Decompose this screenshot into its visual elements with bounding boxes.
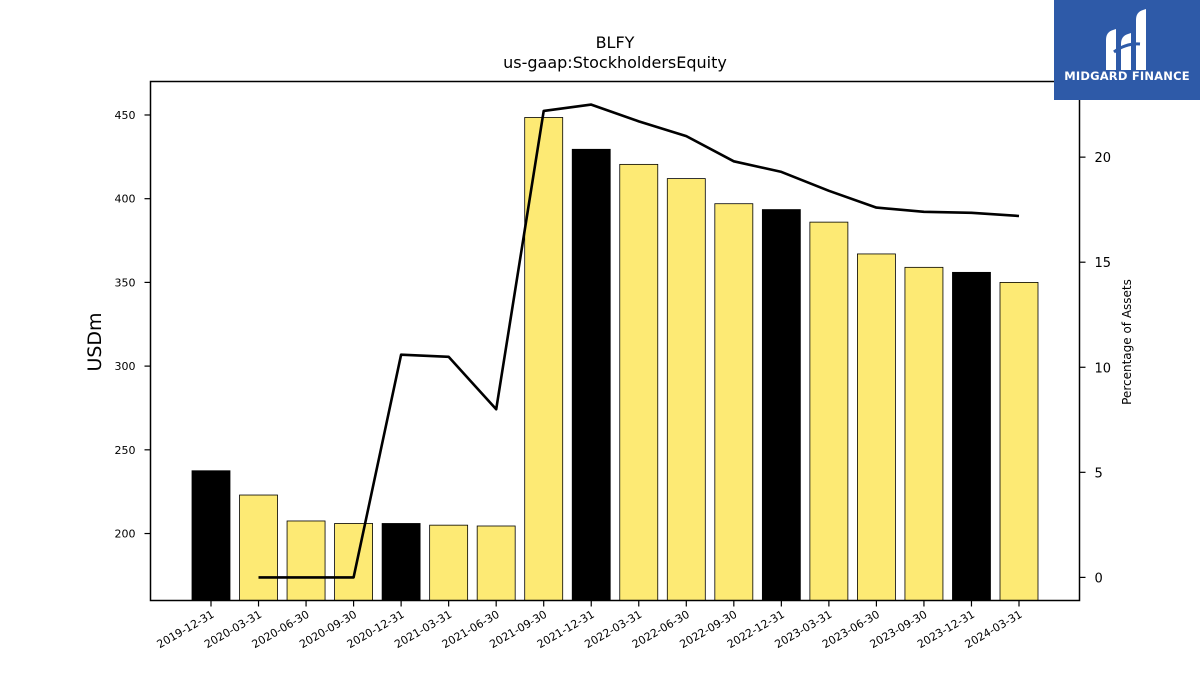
y2-tick-label: 5: [1095, 466, 1103, 481]
bar: [999, 282, 1039, 601]
series-line: [258, 103, 1020, 579]
midgard-finance-logo: MIDGARD FINANCE: [1054, 0, 1200, 100]
logo-mark-icon: [1106, 9, 1146, 70]
y-tick-label: 450: [115, 109, 136, 122]
bar: [571, 148, 611, 601]
bar: [761, 209, 801, 601]
bar: [619, 163, 659, 601]
bar: [857, 253, 896, 601]
line-group: [258, 103, 1020, 579]
chart-title: BLFY: [596, 33, 635, 52]
bar: [381, 523, 421, 601]
plot-frame: [149, 80, 1081, 602]
x-axis-ticks: 2019-12-312020-03-312020-06-302020-09-30…: [155, 600, 1025, 651]
y-tick-label: 250: [115, 444, 136, 457]
chart-subtitle: us-gaap:StockholdersEquity: [503, 53, 727, 72]
y-axis-label: USDm: [84, 312, 106, 371]
y-tick-label: 200: [115, 528, 136, 541]
logo-text: MIDGARD FINANCE: [1064, 69, 1190, 83]
bar: [429, 524, 469, 601]
y2-axis-label: Percentage of Assets: [1120, 279, 1134, 405]
bar: [191, 470, 231, 601]
bar: [239, 494, 278, 601]
bar: [904, 266, 944, 601]
y2-tick-label: 10: [1095, 361, 1112, 376]
y2-tick-label: 15: [1095, 256, 1112, 271]
bar: [714, 203, 754, 601]
y2-tick-label: 20: [1095, 151, 1112, 166]
y-tick-label: 350: [115, 276, 136, 289]
y2-tick-label: 0: [1095, 571, 1103, 586]
bar: [286, 520, 326, 601]
bar: [952, 271, 991, 601]
bar: [334, 523, 373, 601]
y-tick-label: 300: [115, 360, 136, 373]
left-axis-ticks: 200 250 300 350 400 450: [115, 109, 151, 541]
right-axis-ticks: 0 5 10 15 20: [1079, 151, 1112, 586]
bars-group: [191, 117, 1039, 601]
bar: [809, 221, 849, 601]
bar: [476, 525, 516, 601]
bar: [666, 178, 706, 601]
y-tick-label: 400: [115, 193, 136, 206]
